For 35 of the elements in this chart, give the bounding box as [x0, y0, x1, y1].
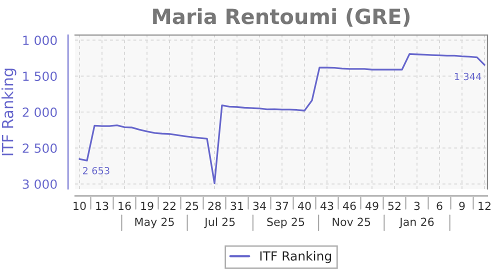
- y-axis-title: ITF Ranking: [2, 68, 16, 156]
- x-tick-label: 46: [342, 202, 356, 210]
- x-tick-label: 3: [414, 202, 420, 210]
- text: Jan 26: [399, 218, 434, 228]
- text: Jul 25: [204, 217, 235, 228]
- y-tick-label: 1 500: [23, 72, 57, 82]
- x-tick-label: 13: [96, 202, 108, 210]
- x-tick-label: 52: [388, 202, 400, 210]
- legend-label: ITF Ranking: [260, 251, 332, 264]
- x-tick-label: 19: [141, 202, 154, 210]
- data-label: 2 653: [82, 166, 110, 174]
- x-tick-label: 25: [186, 202, 198, 210]
- x-tick-label: 28: [208, 202, 221, 210]
- x-tick-label: 10: [74, 202, 86, 210]
- x-tick-label: 37: [276, 202, 288, 210]
- x-tick-label: 43: [320, 202, 334, 210]
- text: Nov 25: [332, 218, 370, 226]
- y-tick-label: 2 500: [22, 143, 57, 153]
- line-series: [78, 53, 486, 184]
- x-tick-label: 22: [163, 202, 176, 210]
- x-tick-label: 9: [459, 202, 465, 210]
- y-tick-label: 1 000: [23, 36, 57, 46]
- text: Sep 25: [267, 218, 304, 228]
- chart-title: Maria Rentoumi (GRE): [153, 8, 410, 27]
- x-tick-label: 49: [365, 202, 378, 210]
- x-tick-label: 34: [253, 202, 266, 210]
- x-tick-label: 6: [436, 202, 442, 210]
- x-tick-label: 16: [118, 202, 131, 210]
- text: May 25: [135, 218, 174, 228]
- x-tick-label: 40: [298, 202, 311, 210]
- x-tick-label: 12: [478, 202, 490, 210]
- y-tick-label: 2 000: [22, 108, 57, 117]
- data-label: 1 344: [454, 72, 482, 80]
- x-tick-label: 31: [230, 202, 244, 210]
- y-tick-label: 3 000: [22, 179, 57, 189]
